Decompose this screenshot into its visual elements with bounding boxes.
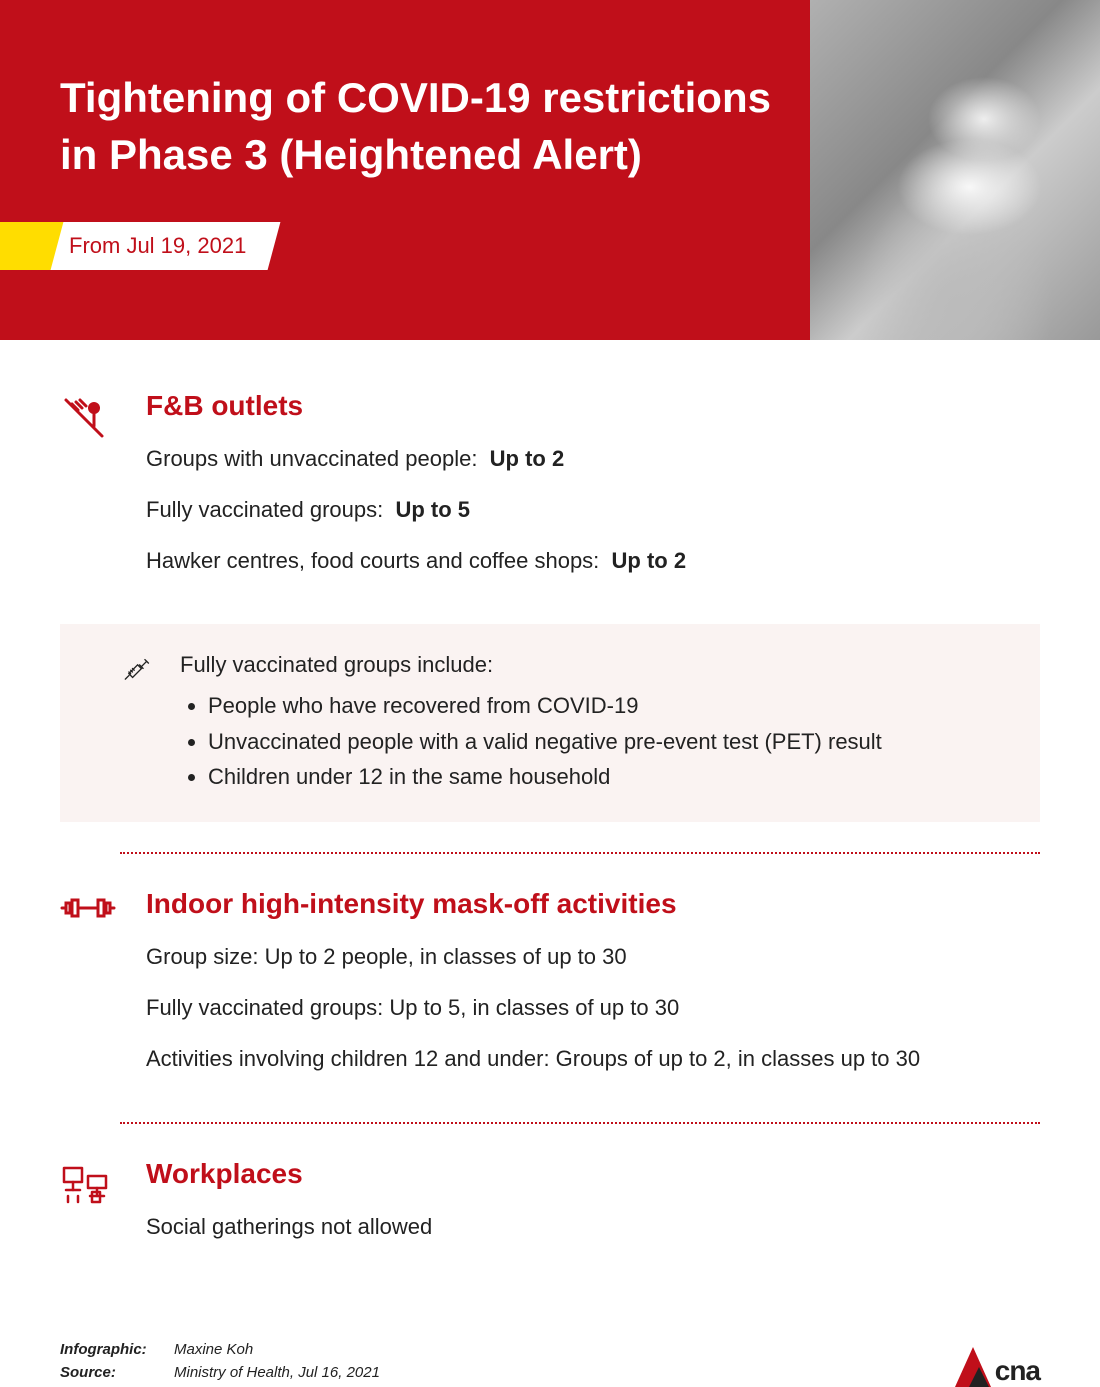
- divider-1: [120, 852, 1040, 854]
- syringe-icon: [120, 652, 156, 794]
- vaccinated-heading: Fully vaccinated groups include:: [180, 652, 1004, 678]
- source-value: Ministry of Health, Jul 16, 2021: [174, 1364, 380, 1381]
- vaccinated-info-box: Fully vaccinated groups include: People …: [60, 624, 1040, 822]
- title-line-2: in Phase 3 (Heightened Alert): [60, 131, 642, 178]
- cna-logo-icon: [955, 1347, 991, 1387]
- infographic-value: Maxine Koh: [174, 1341, 253, 1358]
- indoor-line-2: Activities involving children 12 and und…: [146, 1044, 1040, 1075]
- page-title: Tightening of COVID-19 restrictions in P…: [60, 70, 810, 183]
- source-label: Source:: [60, 1364, 160, 1381]
- workplaces-title: Workplaces: [146, 1158, 1040, 1190]
- content-area: F&B outlets Groups with unvaccinated peo…: [0, 340, 1100, 1311]
- fnb-row-1-label: Fully vaccinated groups:: [146, 497, 383, 522]
- date-label: From Jul 19, 2021: [69, 233, 246, 259]
- credit-infographic: Infographic: Maxine Koh: [60, 1341, 380, 1358]
- divider-2: [120, 1122, 1040, 1124]
- cna-logo: cna: [955, 1347, 1040, 1387]
- fnb-row-1-value: Up to 5: [395, 497, 470, 522]
- fnb-row-0: Groups with unvaccinated people: Up to 2: [146, 444, 1040, 475]
- section-fnb: F&B outlets Groups with unvaccinated peo…: [60, 390, 1040, 596]
- vaccinated-item-2: Children under 12 in the same household: [208, 759, 1004, 794]
- section-indoor: Indoor high-intensity mask-off activitie…: [60, 888, 1040, 1094]
- date-banner: From Jul 19, 2021: [0, 222, 274, 270]
- dumbbell-icon: [60, 888, 116, 1094]
- fnb-row-0-label: Groups with unvaccinated people:: [146, 446, 477, 471]
- fnb-row-1: Fully vaccinated groups: Up to 5: [146, 495, 1040, 526]
- vaccinated-item-0: People who have recovered from COVID-19: [208, 688, 1004, 723]
- title-line-1: Tightening of COVID-19 restrictions: [60, 74, 771, 121]
- hero-mask-photo: [810, 0, 1100, 340]
- footer: Infographic: Maxine Koh Source: Ministry…: [0, 1311, 1100, 1387]
- vaccinated-list: People who have recovered from COVID-19 …: [180, 688, 1004, 794]
- fnb-title: F&B outlets: [146, 390, 1040, 422]
- office-icon: [60, 1158, 116, 1263]
- fnb-row-2-value: Up to 2: [612, 548, 687, 573]
- header-banner: Tightening of COVID-19 restrictions in P…: [0, 0, 1100, 340]
- fnb-row-2-label: Hawker centres, food courts and coffee s…: [146, 548, 599, 573]
- date-chip: From Jul 19, 2021: [51, 222, 281, 270]
- credits: Infographic: Maxine Koh Source: Ministry…: [60, 1341, 380, 1387]
- fnb-row-0-value: Up to 2: [490, 446, 565, 471]
- fnb-row-2: Hawker centres, food courts and coffee s…: [146, 546, 1040, 577]
- indoor-line-0: Group size: Up to 2 people, in classes o…: [146, 942, 1040, 973]
- section-workplaces: Workplaces Social gatherings not allowed: [60, 1158, 1040, 1263]
- indoor-line-1: Fully vaccinated groups: Up to 5, in cla…: [146, 993, 1040, 1024]
- utensils-icon: [60, 390, 116, 596]
- vaccinated-item-1: Unvaccinated people with a valid negativ…: [208, 724, 1004, 759]
- credit-source: Source: Ministry of Health, Jul 16, 2021: [60, 1364, 380, 1381]
- indoor-title: Indoor high-intensity mask-off activitie…: [146, 888, 1040, 920]
- infographic-label: Infographic:: [60, 1341, 160, 1358]
- workplaces-line: Social gatherings not allowed: [146, 1212, 1040, 1243]
- cna-logo-text: cna: [995, 1355, 1040, 1387]
